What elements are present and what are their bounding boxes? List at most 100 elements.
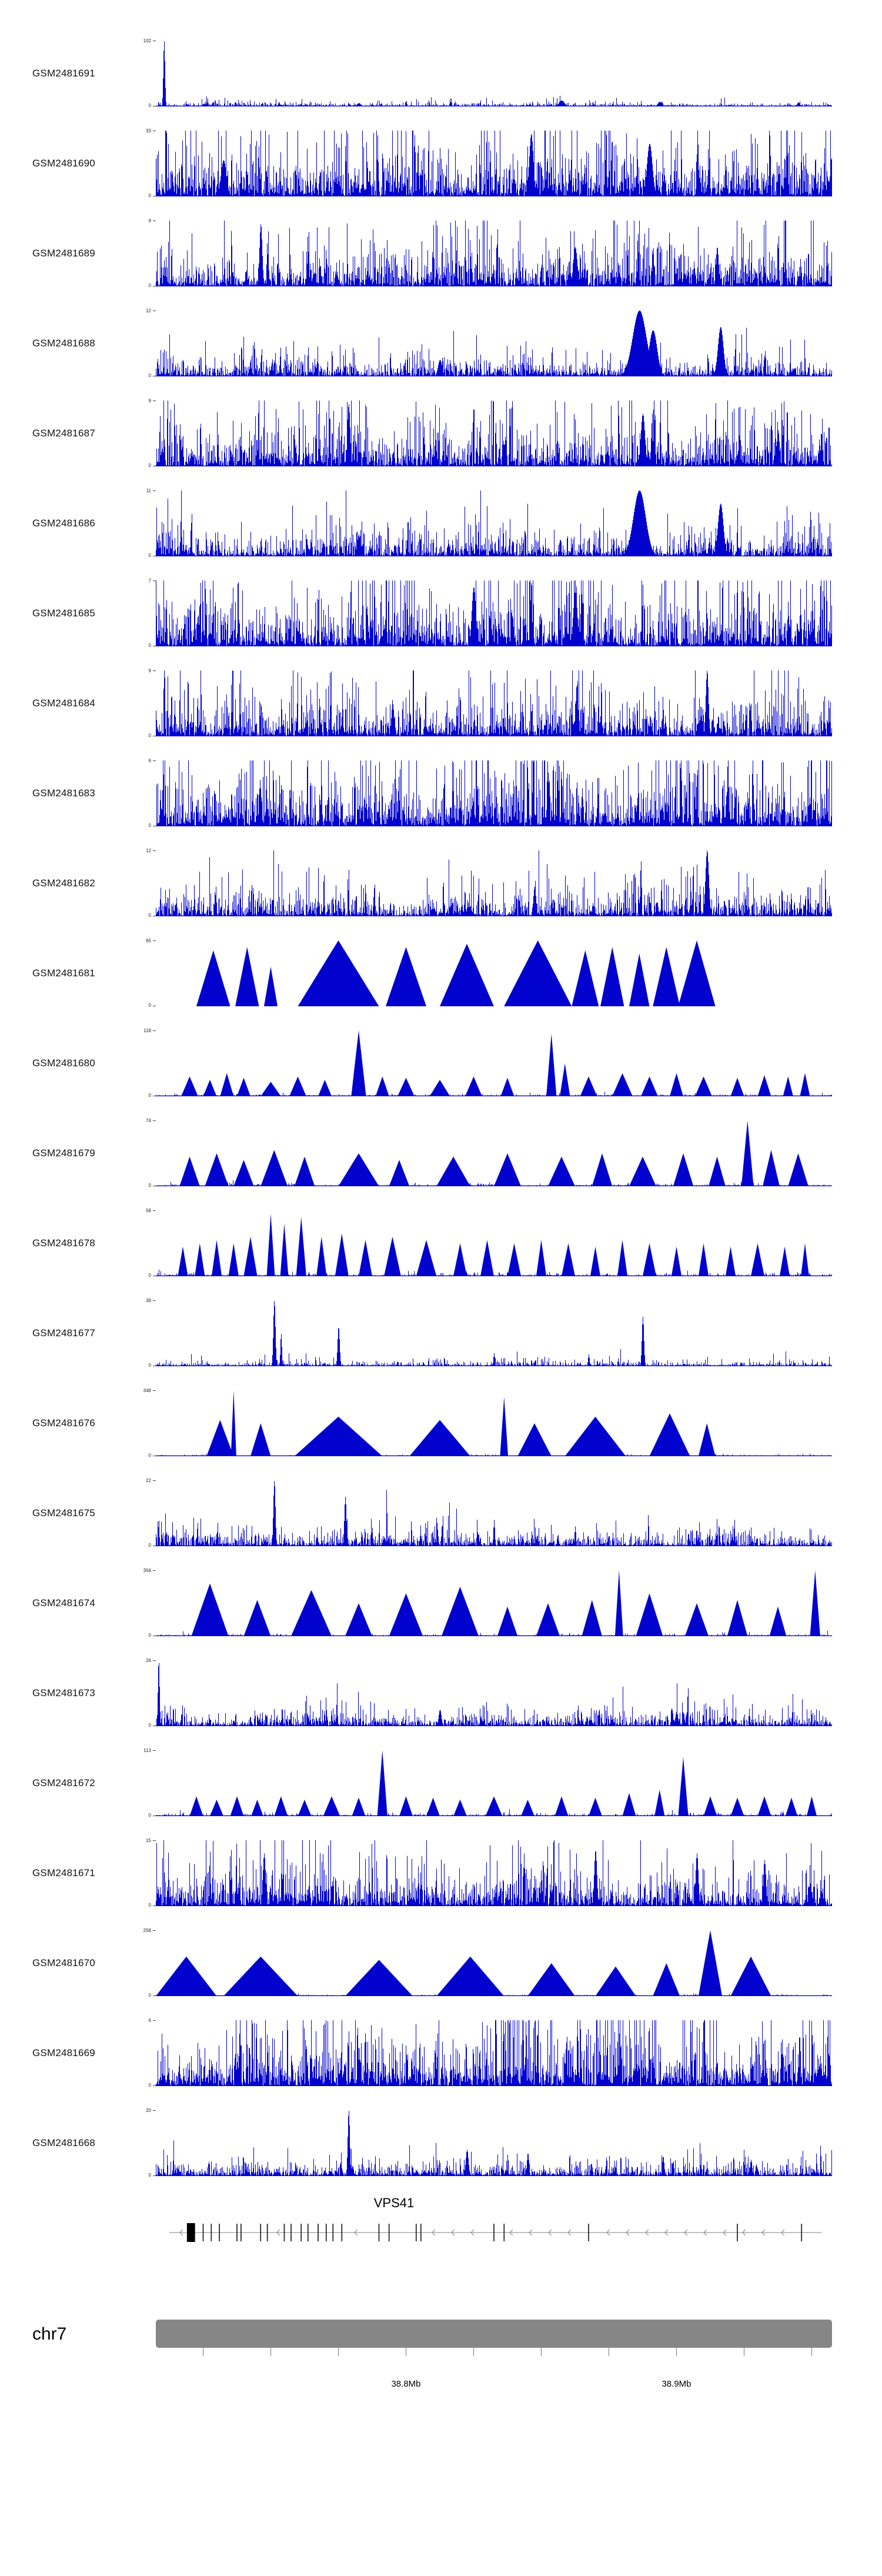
strand-arrow-left-icon — [179, 2229, 183, 2236]
yaxis-min-label: 0 — [148, 1903, 151, 1908]
signal-plot — [153, 940, 716, 1006]
yaxis-max-label: 12 — [146, 848, 151, 853]
signal-track-row: GSM2481690 33 0 — [0, 106, 882, 198]
signal-plot — [153, 1660, 832, 1726]
track-plot: 356 0 — [143, 1569, 832, 1638]
track-plot: 118 0 — [143, 1029, 832, 1098]
yaxis-max-label: 356 — [143, 1568, 151, 1573]
yaxis-min-label: 0 — [148, 913, 151, 918]
signal-track-row: GSM2481691 102 0 — [0, 16, 882, 108]
track-plot: 58 0 — [146, 1209, 832, 1278]
signal-bars-path — [156, 401, 832, 466]
track-plot: 20 0 — [146, 2108, 832, 2178]
gene-exon-tick — [493, 2224, 495, 2241]
strand-arrow-left-icon — [451, 2229, 455, 2236]
track-plot: 74 0 — [146, 1119, 832, 1188]
signal-track-row: GSM2481677 39 0 — [0, 1276, 882, 1368]
signal-plot — [153, 1030, 832, 1096]
strand-arrow-left-icon — [626, 2229, 630, 2236]
track-plot: 26 0 — [146, 1659, 832, 1728]
signal-peaks-path — [189, 1750, 817, 1816]
signal-track-row: GSM2481680 118 0 — [0, 1006, 882, 1098]
yaxis-max-label: 6 — [148, 2018, 151, 2023]
signal-bars-path — [156, 1663, 832, 1726]
signal-plot — [153, 2020, 832, 2086]
signal-bars-path — [156, 850, 832, 916]
gene-exon-tick — [332, 2224, 334, 2241]
signal-track-row: GSM2481673 26 0 — [0, 1636, 882, 1728]
signal-track-row: GSM2481669 6 0 — [0, 1996, 882, 2088]
track-label: GSM2481689 — [32, 248, 95, 259]
yaxis-max-label: 39 — [146, 1298, 151, 1303]
signal-peaks-path — [206, 1390, 716, 1456]
signal-bars-path — [156, 1840, 832, 1906]
signal-track-row: GSM2481683 6 0 — [0, 736, 882, 828]
signal-track-row: GSM2481679 74 0 — [0, 1096, 882, 1188]
signal-track-row: GSM2481670 258 0 — [0, 1906, 882, 1998]
gene-exon-tick — [318, 2224, 319, 2241]
track-label: GSM2481685 — [32, 608, 95, 619]
yaxis-max-label: 15 — [146, 1838, 151, 1843]
yaxis-min-label: 0 — [148, 1813, 151, 1818]
track-label: GSM2481678 — [32, 1237, 95, 1249]
signal-bars-path — [156, 670, 832, 736]
signal-plot — [153, 850, 832, 916]
strand-arrow-left-icon — [781, 2229, 785, 2236]
gene-exon-tick — [290, 2224, 292, 2241]
signal-plot — [153, 1840, 832, 1906]
track-label: GSM2481679 — [32, 1147, 95, 1159]
signal-plot — [153, 1300, 832, 1366]
strand-arrow-left-icon — [742, 2229, 746, 2236]
gene-exon-tick — [378, 2224, 380, 2241]
signal-peaks-path — [181, 1030, 810, 1096]
yaxis-min-label: 0 — [148, 1543, 151, 1548]
gene-name-label: VPS41 — [373, 2195, 415, 2210]
gene-exon-tick — [240, 2224, 242, 2241]
track-label: GSM2481671 — [32, 1867, 95, 1878]
signal-bars-path — [156, 1301, 832, 1366]
track-label: GSM2481672 — [32, 1777, 95, 1788]
signal-plot — [153, 1480, 832, 1546]
yaxis-max-label: 12 — [146, 308, 151, 313]
signal-plot — [153, 1570, 832, 1636]
gene-exon-tick — [415, 2224, 417, 2241]
gene-exon-tick — [420, 2224, 422, 2241]
strand-arrow-left-icon — [606, 2229, 610, 2236]
signal-bars-path — [156, 760, 832, 826]
yaxis-max-label: 22 — [146, 1478, 151, 1483]
signal-plot — [153, 1750, 832, 1816]
gene-utr-box — [186, 2223, 195, 2242]
signal-peaks-path — [179, 1120, 808, 1186]
strand-arrow-left-icon — [354, 2229, 358, 2236]
strand-arrow-left-icon — [470, 2229, 475, 2236]
yaxis-min-label: 0 — [148, 1093, 151, 1098]
strand-arrow-left-icon — [529, 2229, 533, 2236]
yaxis-min-label: 0 — [148, 1363, 151, 1368]
signal-plot — [153, 1210, 832, 1276]
signal-track-row: GSM2481676 348 0 — [0, 1366, 882, 1458]
signal-bars-path — [156, 580, 832, 646]
strand-arrow-left-icon — [645, 2229, 649, 2236]
yaxis-max-label: 348 — [143, 1388, 151, 1393]
track-label: GSM2481690 — [32, 158, 95, 169]
track-label: GSM2481688 — [32, 338, 95, 349]
gene-exon-tick — [388, 2224, 390, 2241]
chromosome-label: chr7 — [32, 2324, 67, 2344]
signal-track-row: GSM2481672 113 0 — [0, 1726, 882, 1818]
track-label: GSM2481669 — [32, 2047, 95, 2058]
track-plot: 22 0 — [146, 1479, 832, 1548]
signal-track-row: GSM2481689 9 0 — [0, 196, 882, 288]
yaxis-max-label: 26 — [146, 1658, 151, 1663]
yaxis-max-label: 9 — [148, 218, 151, 223]
yaxis-min-label: 0 — [148, 1723, 151, 1728]
track-plot: 33 0 — [146, 129, 832, 198]
signal-track-row: GSM2481668 20 0 — [0, 2086, 882, 2178]
signal-peaks-path — [191, 1570, 820, 1636]
yaxis-max-label: 7 — [148, 578, 151, 583]
signal-track-row: GSM2481687 9 0 — [0, 376, 882, 468]
gene-exon-tick — [219, 2224, 220, 2241]
